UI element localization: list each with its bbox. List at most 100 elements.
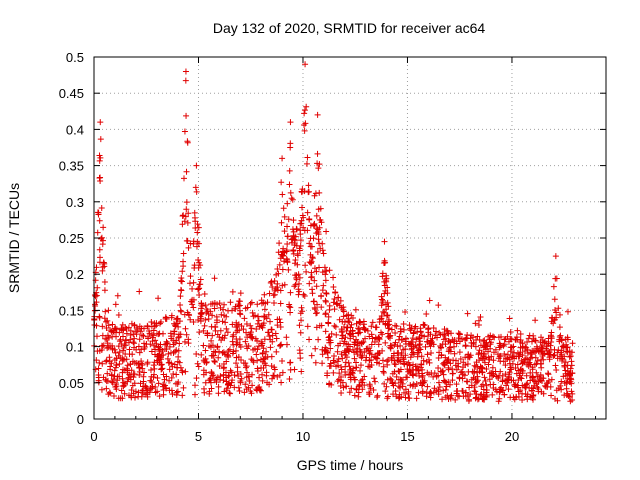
data-point [105, 391, 112, 398]
data-point [276, 342, 283, 349]
data-point [417, 379, 424, 386]
data-point [426, 297, 433, 304]
data-point [420, 321, 427, 328]
data-point [326, 267, 333, 274]
data-point [557, 332, 564, 339]
data-point [358, 377, 365, 384]
data-point [332, 289, 339, 296]
data-point [314, 248, 321, 255]
data-point [276, 240, 283, 247]
data-point [184, 219, 191, 226]
data-point [316, 161, 323, 168]
data-point [431, 370, 438, 377]
data-point [297, 329, 304, 336]
data-point [237, 311, 244, 318]
data-point [286, 181, 293, 188]
data-point [318, 292, 325, 299]
data-point [496, 389, 503, 396]
data-point [277, 287, 284, 294]
x-tick-label: 0 [90, 429, 97, 444]
data-point [235, 372, 242, 379]
data-point [445, 330, 452, 337]
data-point [318, 322, 325, 329]
data-point [292, 272, 299, 279]
data-point [104, 317, 111, 324]
data-point [166, 343, 173, 350]
data-point [313, 212, 320, 219]
data-point [226, 372, 233, 379]
data-point [111, 346, 118, 353]
data-point [350, 333, 357, 340]
data-point [476, 357, 483, 364]
data-point [115, 343, 122, 350]
y-tick-label: 0.45 [59, 86, 84, 101]
data-point [384, 393, 391, 400]
data-point [556, 333, 563, 340]
data-point [397, 376, 404, 383]
data-point [415, 347, 422, 354]
data-point [100, 224, 107, 231]
data-point [182, 368, 189, 375]
data-point [97, 154, 104, 161]
data-point [554, 349, 561, 356]
data-point [120, 344, 127, 351]
data-point [159, 365, 166, 372]
data-point [108, 372, 115, 379]
data-point [176, 340, 183, 347]
data-point [233, 335, 240, 342]
data-point [379, 270, 386, 277]
x-tick-label: 20 [505, 429, 519, 444]
data-point [400, 346, 407, 353]
data-point [299, 212, 306, 219]
data-point [173, 316, 180, 323]
data-point [93, 322, 100, 329]
data-point [471, 362, 478, 369]
data-point [383, 312, 390, 319]
data-point [151, 320, 158, 327]
data-point [325, 313, 332, 320]
data-point [496, 340, 503, 347]
data-point [279, 191, 286, 198]
data-point [330, 369, 337, 376]
data-point [213, 376, 220, 383]
data-point [281, 281, 288, 288]
data-point [163, 385, 170, 392]
data-point [277, 324, 284, 331]
data-point [269, 284, 276, 290]
data-point [344, 324, 351, 331]
data-point [364, 327, 371, 334]
data-point [211, 275, 218, 282]
data-point [566, 348, 573, 355]
data-point [278, 379, 285, 386]
data-point [253, 326, 260, 333]
data-point [418, 353, 425, 360]
data-point [312, 359, 319, 366]
data-point [433, 328, 440, 335]
data-point [259, 377, 266, 384]
data-point [190, 238, 197, 245]
data-point [260, 299, 267, 306]
data-point [441, 332, 448, 339]
data-point [331, 322, 338, 329]
data-point [358, 354, 365, 361]
data-point [422, 343, 429, 350]
data-point [221, 388, 228, 395]
data-point [343, 383, 350, 390]
data-point [288, 239, 295, 246]
data-point [193, 188, 200, 195]
data-point [233, 354, 240, 361]
data-point [289, 196, 296, 203]
data-point [216, 348, 223, 355]
data-point [161, 382, 168, 389]
data-point [502, 355, 509, 362]
data-point [294, 250, 301, 257]
data-point [177, 307, 184, 314]
data-point [507, 366, 514, 373]
data-point [418, 370, 425, 377]
data-point [472, 388, 479, 395]
data-point [120, 383, 127, 390]
data-point [419, 388, 426, 395]
data-point [352, 306, 359, 313]
data-point [456, 375, 463, 382]
data-point [442, 386, 449, 393]
